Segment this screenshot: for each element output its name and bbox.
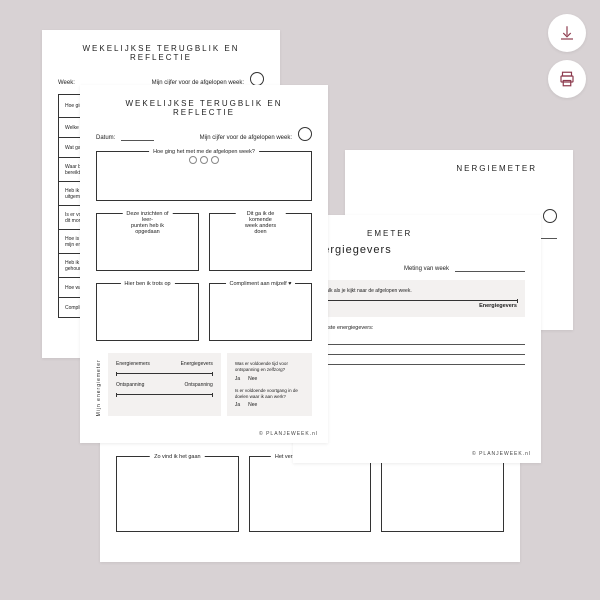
score-circle <box>543 209 557 223</box>
meting-label: Meting van week <box>404 266 449 272</box>
box-findik: Zo vind ik het gaan <box>116 456 239 532</box>
writing-lines <box>307 335 525 365</box>
sheet2-title: WEKELIJKSE TERUGBLIK EN REFLECTIE <box>96 99 312 117</box>
date-label: Datum: <box>96 135 115 141</box>
brand-footer: © PLANJEWEEK.nl <box>259 431 318 437</box>
box-proud: Hier ben ik trots op <box>96 283 199 341</box>
download-icon <box>558 24 576 42</box>
meter-box: rgiebalk als je kijkt naar de afgelopen … <box>307 280 525 317</box>
print-icon <box>558 70 576 88</box>
box-inzichten: Mijn belangrijkste inzichten <box>381 456 504 532</box>
mood-box: Hoe ging het met me de afgelopen week? <box>96 151 312 201</box>
sheet3-title: NERGIEMETER <box>365 164 537 173</box>
week-label: Week: <box>58 80 75 86</box>
smiley-row <box>97 156 311 164</box>
sheet4-subtitle: energiegevers <box>309 244 525 256</box>
score-circle <box>250 72 264 86</box>
grootste-label: De grootste energiegevers: <box>307 325 525 331</box>
smiley-icon <box>189 156 197 164</box>
meter-vert-label: Mijn energiemeter <box>96 353 102 416</box>
box-insights: Deze inzichten of leer- punten heb ik op… <box>96 213 199 271</box>
smiley-icon <box>200 156 208 164</box>
print-button[interactable] <box>548 60 586 98</box>
box-compliment: Compliment aan mijzelf ♥ <box>209 283 312 341</box>
score-label: Mijn cijfer voor de afgelopen week: <box>200 135 292 141</box>
brand-footer: © PLANJEWEEK.nl <box>472 451 531 457</box>
sheet4-title: EMETER <box>367 229 525 238</box>
box-nextweek: Dit ga ik de komende week anders doen <box>209 213 312 271</box>
sheet-reflection-boxes: WEKELIJKSE TERUGBLIK EN REFLECTIE Datum:… <box>80 85 328 443</box>
yesno-box: Was er voldoende tijd voor ontspanning e… <box>227 353 312 416</box>
energy-scales: Energienemers Energiegevers Ontspanning … <box>108 353 221 416</box>
smiley-icon <box>211 156 219 164</box>
download-button[interactable] <box>548 14 586 52</box>
box-verschil: Het verschil met vorige week <box>249 456 372 532</box>
sheet-energiegevers: EMETER energiegevers Meting van week rgi… <box>293 215 541 463</box>
score-circle <box>298 127 312 141</box>
sheet1-title: WEKELIJKSE TERUGBLIK EN REFLECTIE <box>58 44 264 62</box>
